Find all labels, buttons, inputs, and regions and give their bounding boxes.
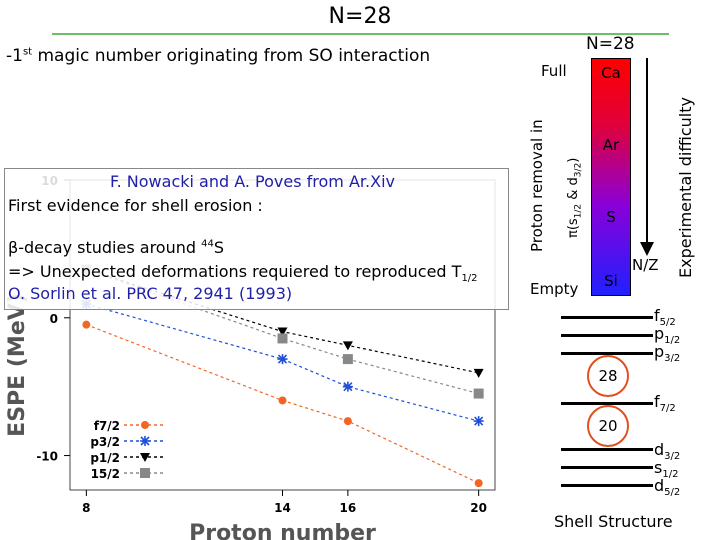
level-label-d52: d5/2: [654, 476, 680, 498]
magic-number-28: 28: [587, 355, 629, 397]
level-label-p32: p3/2: [654, 342, 680, 364]
level-sub: 1/2: [664, 335, 681, 347]
x-tick-label: 14: [274, 501, 291, 515]
intro-rest: magic number originating from SO interac…: [32, 46, 431, 66]
level-label-s12: s1/2: [654, 458, 678, 480]
legend-label: p3/2: [90, 435, 120, 449]
intro-prefix: -1: [6, 46, 23, 66]
level-label-f72: f7/2: [654, 392, 676, 414]
shell-structure-caption: Shell Structure: [554, 512, 673, 531]
level-p12: [561, 334, 653, 337]
unexpected-text: => Unexpected deformations requiered to …: [8, 262, 478, 284]
orbital-label: π(s1/2 & d3/2): [566, 158, 584, 238]
level-d32: [561, 448, 653, 451]
y-tick-label: -10: [36, 450, 58, 464]
isotone-gradient-bar: [591, 58, 631, 296]
orbital-pi: π(s: [566, 218, 581, 238]
y-tick-label: 0: [50, 312, 58, 326]
x-tick-label: 8: [82, 501, 90, 515]
x-tick-label: 20: [470, 501, 487, 515]
data-point: [278, 396, 287, 405]
legend-marker: [141, 421, 149, 429]
series-line-1: [86, 303, 479, 422]
isotone-s: S: [606, 208, 616, 226]
nz-label: N/Z: [632, 256, 659, 274]
data-point: [473, 368, 484, 378]
level-label-d32: d3/2: [654, 440, 680, 462]
level-main: p: [654, 324, 665, 343]
level-sub: 3/2: [664, 353, 681, 365]
slide-title: N=28: [328, 4, 392, 29]
unexpected-main: => Unexpected deformations requiered to …: [8, 262, 462, 281]
data-point: [342, 341, 353, 351]
isotone-ca: Ca: [601, 64, 621, 82]
y-axis-title: ESPE (MeV): [5, 293, 30, 437]
level-sub: 5/2: [659, 317, 676, 329]
level-main: p: [654, 342, 665, 361]
beta-prefix: β-decay studies around: [8, 238, 202, 257]
magic-number-20: 20: [587, 405, 629, 447]
orbital-mid: & d: [566, 177, 581, 204]
data-point: [277, 333, 288, 344]
legend-marker: [140, 436, 150, 446]
legend-label: f7/2: [94, 419, 120, 433]
data-point: [277, 327, 288, 337]
data-point: [473, 416, 484, 427]
beta-decay-text: β-decay studies around 44S: [8, 238, 224, 257]
data-point: [277, 354, 288, 365]
level-sub: 3/2: [664, 451, 681, 463]
level-label-p12: p1/2: [654, 324, 680, 346]
intro-text: -1st magic number originating from SO in…: [6, 46, 430, 66]
level-p32: [561, 352, 653, 355]
proton-removal-label: Proton removal in: [528, 119, 546, 252]
legend-label: 15/2: [91, 467, 120, 481]
level-s12: [561, 466, 653, 469]
data-point: [474, 479, 483, 488]
level-f72: [561, 402, 653, 405]
data-point: [82, 320, 91, 329]
x-tick-label: 16: [340, 501, 357, 515]
isotone-ar: Ar: [602, 136, 620, 154]
legend-marker: [140, 453, 150, 462]
level-label-f52: f5/2: [654, 306, 676, 328]
isotone-si: Si: [604, 272, 618, 290]
level-f52: [561, 316, 653, 319]
info-box: [4, 168, 509, 310]
level-sub: 5/2: [664, 487, 681, 499]
unexpected-sub: 1/2: [461, 273, 478, 285]
data-point: [473, 388, 484, 399]
n28-label: N=28: [586, 34, 635, 54]
empty-label: Empty: [530, 280, 579, 298]
beta-suffix: S: [213, 238, 224, 257]
reference-sorlin: O. Sorlin et al. PRC 47, 2941 (1993): [8, 284, 293, 303]
level-sub: 7/2: [659, 403, 676, 415]
nz-arrow-icon: [640, 58, 654, 256]
title-divider: [52, 33, 669, 35]
orbital-sub1: 1/2: [573, 203, 584, 219]
beta-sup: 44: [201, 238, 214, 250]
orbital-sub2: 3/2: [573, 162, 584, 178]
legend-marker: [140, 468, 150, 478]
experimental-difficulty-label: Experimental difficulty: [676, 97, 695, 278]
level-sub: 1/2: [662, 469, 679, 481]
level-main: d: [654, 476, 665, 495]
intro-sup: st: [22, 46, 33, 58]
data-point: [342, 381, 353, 392]
level-main: f: [654, 306, 660, 325]
x-axis-title: Proton number: [189, 521, 376, 540]
orbital-end: ): [566, 157, 581, 163]
reference-nowacki: F. Nowacki and A. Poves from Ar.Xiv: [109, 172, 395, 191]
level-main: s: [654, 458, 663, 477]
data-point: [342, 354, 353, 365]
level-main: f: [654, 392, 660, 411]
level-main: d: [654, 440, 665, 459]
data-point: [343, 417, 352, 426]
full-label: Full: [541, 62, 567, 80]
legend-label: p1/2: [90, 451, 120, 465]
evidence-text: First evidence for shell erosion :: [8, 196, 263, 215]
level-d52: [561, 484, 653, 487]
